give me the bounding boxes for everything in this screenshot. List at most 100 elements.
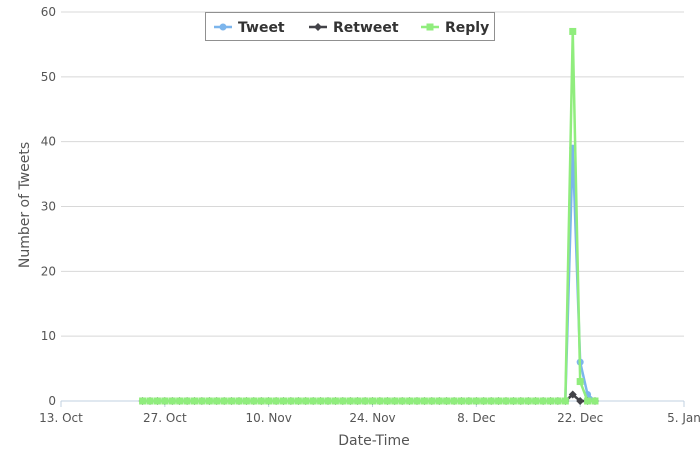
reply-point <box>198 397 206 405</box>
reply-point <box>302 397 310 405</box>
reply-point <box>220 397 228 405</box>
x-tick-label: 10. Nov <box>246 411 292 425</box>
reply-point <box>539 397 547 405</box>
reply-point <box>191 397 198 405</box>
legend[interactable]: Tweet Retweet Reply <box>205 12 495 41</box>
reply-point <box>161 397 169 405</box>
reply-point <box>176 397 184 405</box>
reply-point <box>591 397 599 405</box>
x-tick-label: 27. Oct <box>143 411 187 425</box>
x-tick-label: 13. Oct <box>39 411 83 425</box>
reply-point <box>324 397 332 405</box>
legend-marker-retweet <box>314 23 322 31</box>
y-tick-label: 60 <box>41 5 56 19</box>
reply-point <box>235 397 243 405</box>
grid-lines <box>61 11 684 402</box>
reply-series <box>139 27 599 405</box>
reply-point <box>153 397 161 405</box>
reply-point <box>517 397 525 405</box>
reply-point <box>398 397 406 405</box>
reply-line <box>142 30 595 403</box>
legend-item-retweet[interactable]: Retweet <box>309 20 399 36</box>
reply-point <box>524 397 532 405</box>
reply-point <box>391 397 399 405</box>
x-tick-label: 22. Dec <box>557 411 603 425</box>
reply-point <box>183 397 191 405</box>
legend-marker-reply <box>426 23 434 31</box>
reply-point <box>487 397 495 405</box>
legend-marker-tweet <box>219 23 227 31</box>
x-axis-ticks: 13. Oct 27. Oct 10. Nov 24. Nov 8. Dec 22. De… <box>39 401 700 425</box>
reply-point <box>168 397 176 405</box>
reply-point <box>480 397 488 405</box>
reply-point <box>406 397 414 405</box>
reply-point <box>376 397 384 405</box>
reply-point <box>547 397 554 405</box>
reply-point <box>317 397 325 405</box>
reply-point <box>569 27 577 35</box>
reply-point <box>413 397 421 405</box>
reply-point <box>228 397 236 405</box>
reply-point <box>435 397 443 405</box>
reply-point <box>294 397 302 405</box>
reply-point <box>354 397 362 405</box>
x-tick-label: 8. Dec <box>457 411 495 425</box>
reply-point <box>272 397 280 405</box>
reply-point <box>420 397 428 405</box>
y-tick-label: 50 <box>41 70 56 84</box>
reply-point <box>250 397 258 405</box>
reply-point <box>443 397 451 405</box>
reply-point <box>346 397 354 405</box>
legend-label-tweet: Tweet <box>238 20 285 36</box>
reply-point <box>450 397 458 405</box>
reply-point <box>339 397 347 405</box>
reply-point <box>532 397 540 405</box>
y-tick-label: 20 <box>41 264 56 278</box>
legend-label-retweet: Retweet <box>333 20 399 36</box>
reply-point <box>287 397 295 405</box>
reply-point <box>369 397 376 405</box>
y-tick-label: 0 <box>48 394 56 408</box>
reply-point <box>280 397 287 405</box>
reply-point <box>509 397 517 405</box>
reply-point <box>265 397 273 405</box>
y-axis-ticks: 0 10 20 30 40 50 60 <box>41 5 56 408</box>
reply-point <box>213 397 221 405</box>
reply-point <box>383 397 391 405</box>
reply-point <box>561 397 569 405</box>
y-tick-label: 30 <box>41 200 56 214</box>
x-axis-title: Date-Time <box>338 433 410 449</box>
reply-point <box>472 397 480 405</box>
reply-point <box>554 397 562 405</box>
legend-label-reply: Reply <box>445 20 489 36</box>
reply-point <box>428 397 436 405</box>
y-tick-label: 10 <box>41 329 56 343</box>
reply-point <box>205 397 213 405</box>
reply-point <box>146 397 154 405</box>
retweet-point <box>568 390 577 399</box>
legend-box <box>205 12 495 41</box>
reply-point <box>242 397 250 405</box>
reply-point <box>458 397 465 405</box>
reply-point <box>309 397 317 405</box>
legend-item-reply[interactable]: Reply <box>421 20 489 36</box>
reply-point <box>502 397 510 405</box>
series-layer <box>138 27 599 405</box>
reply-point <box>361 397 369 405</box>
reply-point <box>584 397 592 405</box>
x-tick-label: 5. Jan <box>667 411 700 425</box>
tweet-series <box>139 144 599 405</box>
y-axis-title: Number of Tweets <box>17 142 33 268</box>
reply-point <box>495 397 503 405</box>
reply-point <box>331 397 339 405</box>
tweet-line <box>142 146 596 403</box>
retweet-point <box>576 397 585 405</box>
reply-point <box>576 378 584 386</box>
reply-point <box>465 397 473 405</box>
legend-item-tweet[interactable]: Tweet <box>214 20 285 36</box>
reply-point <box>257 397 265 405</box>
reply-point <box>139 397 147 405</box>
y-tick-label: 40 <box>41 135 56 149</box>
x-tick-label: 24. Nov <box>349 411 395 425</box>
